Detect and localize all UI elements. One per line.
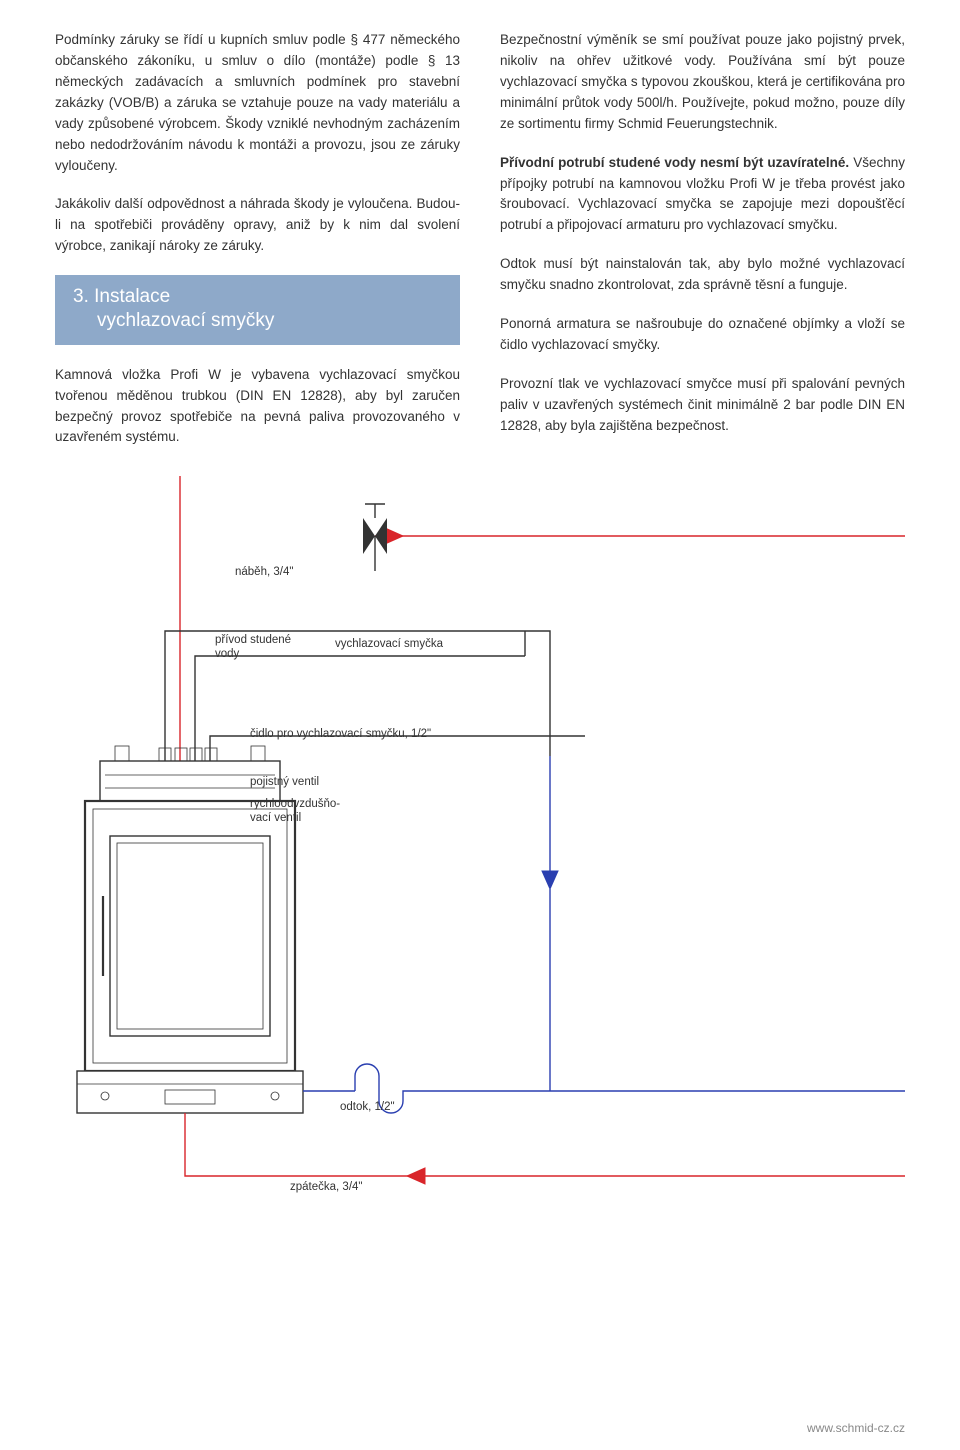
warranty-p1: Podmínky záruky se řídí u kupních smluv …	[55, 30, 460, 176]
footer-url: www.schmid-cz.cz	[807, 1419, 905, 1438]
pressure-p: Provozní tlak ve vychlazovací smyčce mus…	[500, 374, 905, 437]
section-heading: 3. Instalace vychlazovací smyčky	[55, 275, 460, 345]
inlet-bold: Přívodní potrubí studené vody nesmí být …	[500, 155, 849, 170]
label-cidlo: čidlo pro vychlazovací smyčku, 1/2"	[250, 728, 431, 742]
left-column: Podmínky záruky se řídí u kupních smluv …	[55, 30, 460, 466]
label-nabeh: náběh, 3/4"	[235, 566, 293, 580]
label-rychlo: rychloodvzdušňo-vací ventil	[250, 798, 360, 826]
warranty-p2: Jakákoliv další odpovědnost a náhrada šk…	[55, 194, 460, 257]
safety-p1: Bezpečnostní výměník se smí používat pou…	[500, 30, 905, 135]
inlet-p: Přívodní potrubí studené vody nesmí být …	[500, 153, 905, 237]
drain-p: Odtok musí být nainstalován tak, aby byl…	[500, 254, 905, 296]
diagram-svg	[55, 476, 905, 1196]
label-odtok: odtok, 1/2"	[340, 1101, 395, 1115]
intro-p3: Kamnová vložka Profi W je vybavena vychl…	[55, 365, 460, 449]
label-smycka: vychlazovací smyčka	[335, 638, 443, 652]
installation-diagram: náběh, 3/4" přívod studené vody vychlazo…	[55, 476, 905, 1196]
sensor-p: Ponorná armatura se našroubuje do označe…	[500, 314, 905, 356]
label-privod: přívod studené vody	[215, 634, 305, 662]
label-pojistny: pojistný ventil	[250, 776, 319, 790]
section-number: 3. Instalace	[73, 286, 170, 307]
label-zpatecka: zpátečka, 3/4"	[290, 1181, 363, 1195]
section-subtitle: vychlazovací smyčky	[73, 310, 274, 331]
right-column: Bezpečnostní výměník se smí používat pou…	[500, 30, 905, 466]
